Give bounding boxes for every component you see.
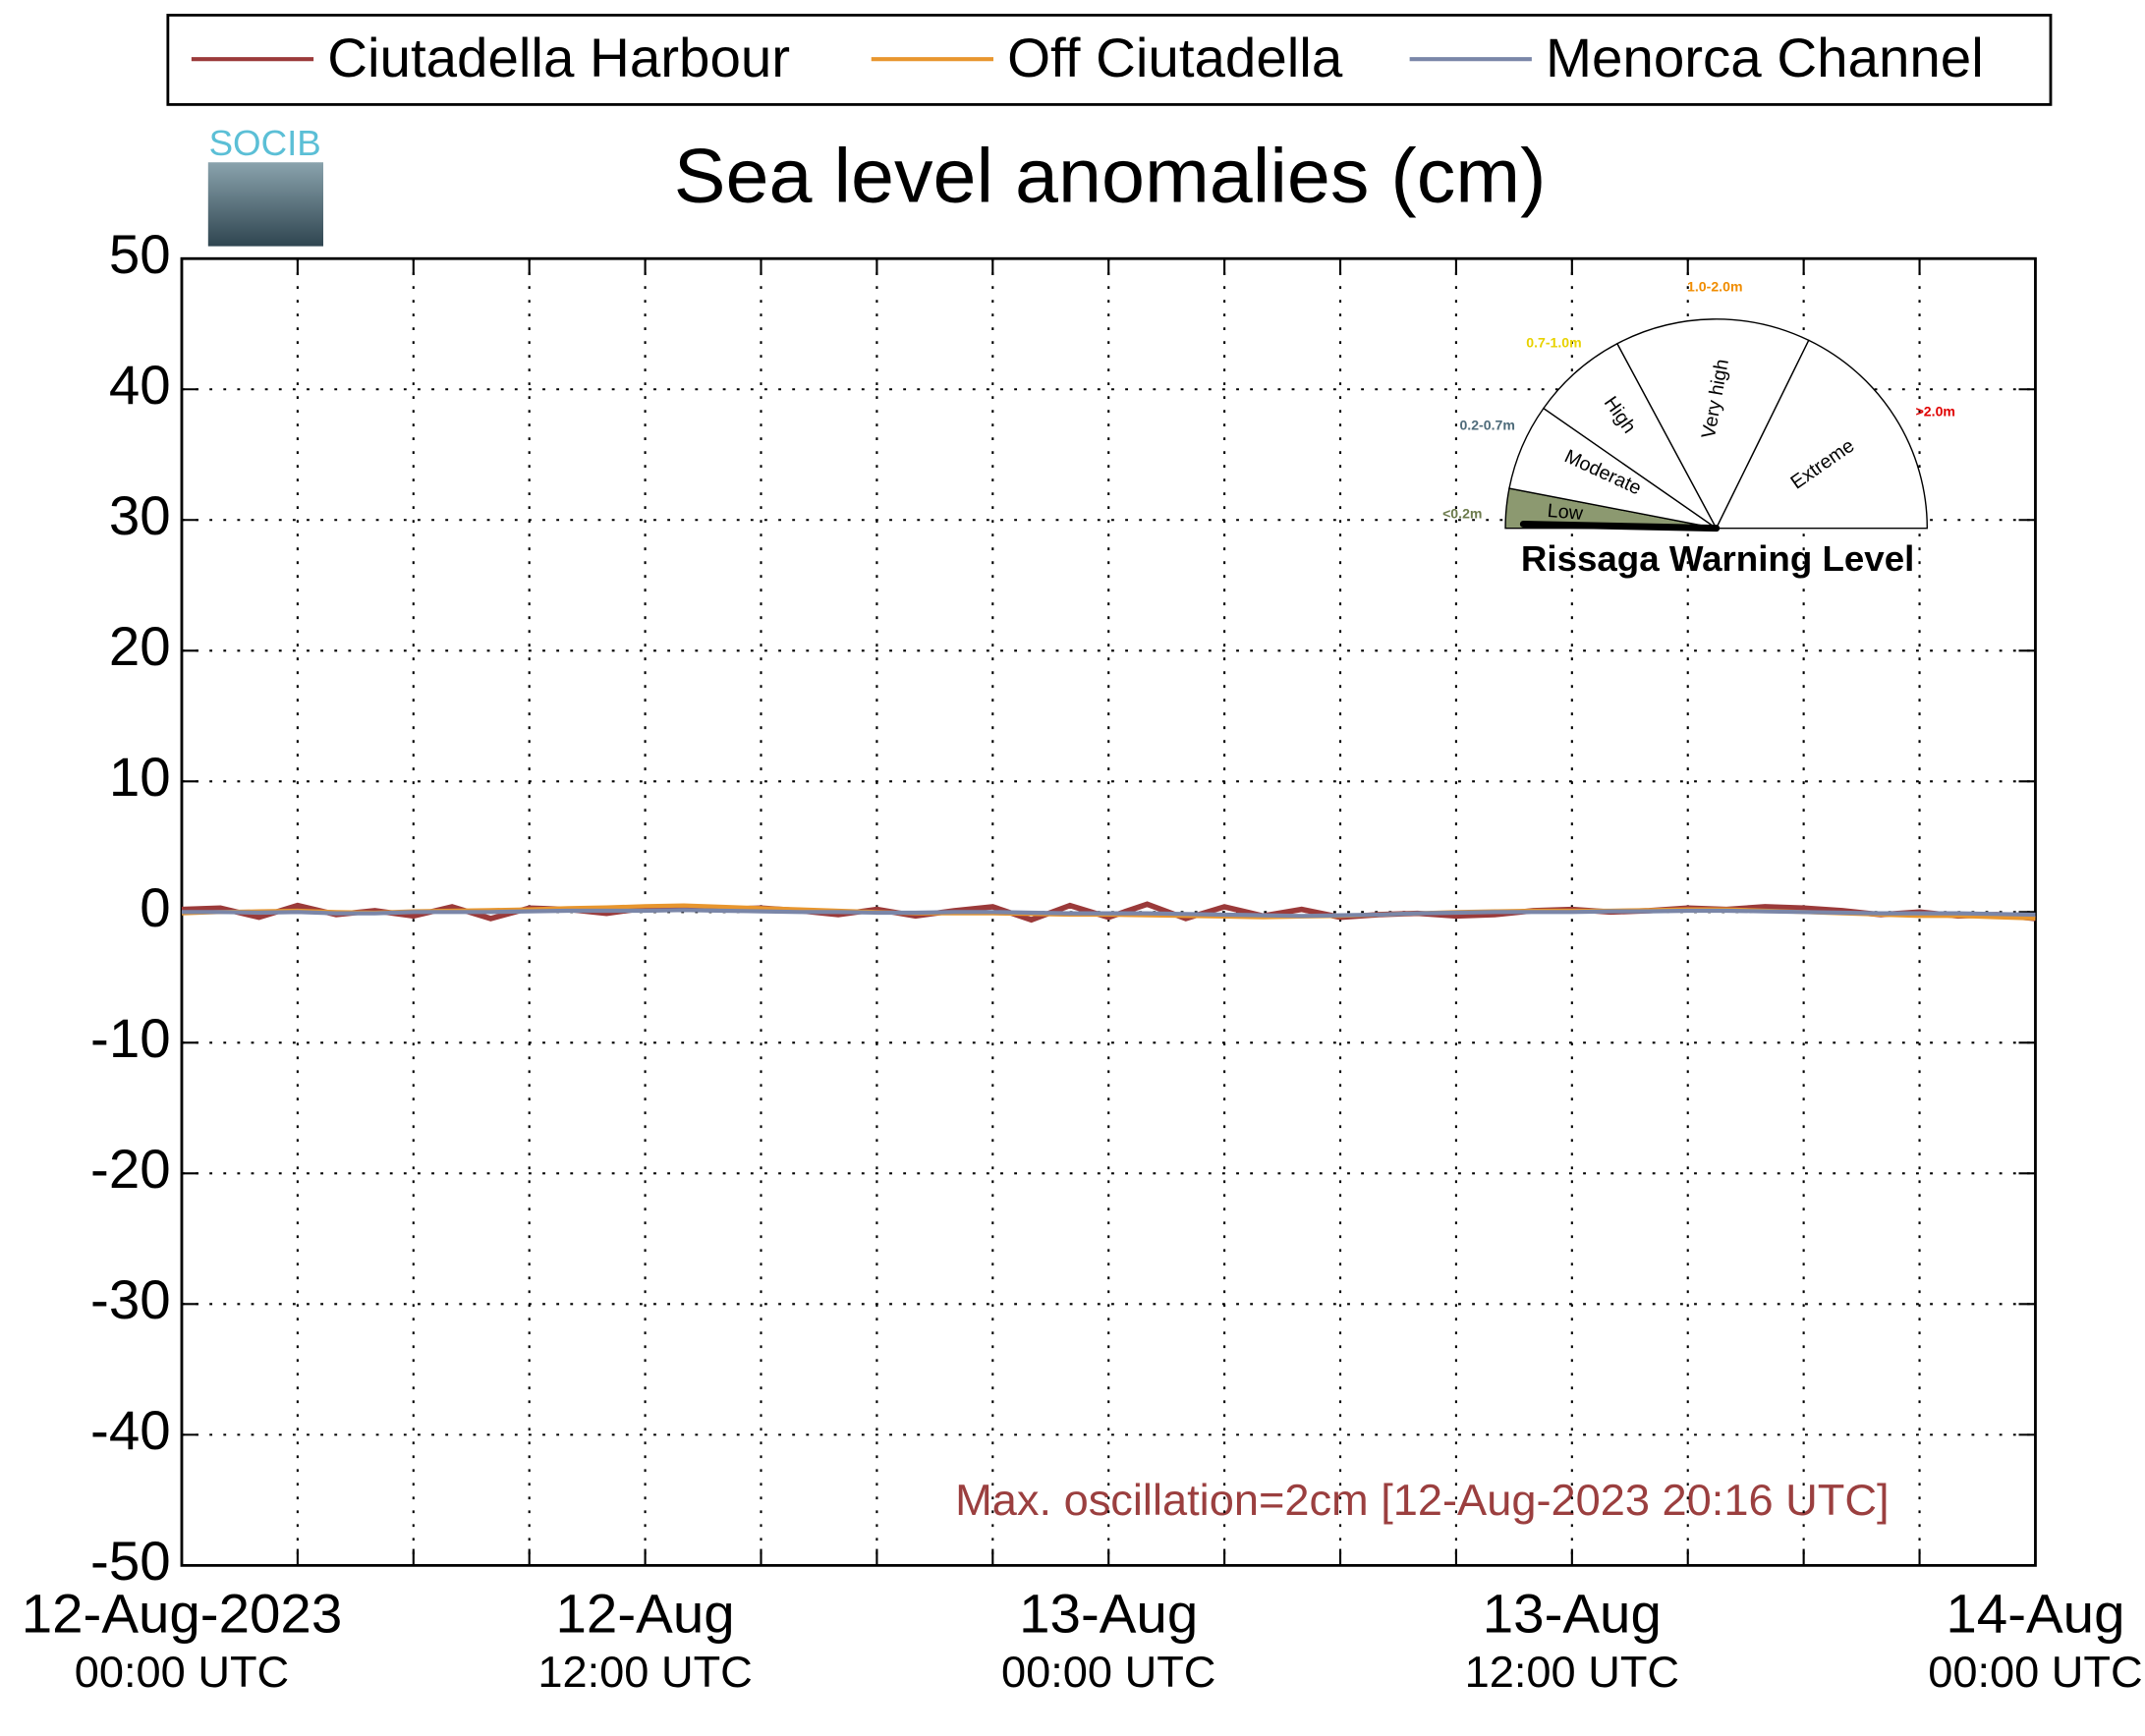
y-tick-label: -40 <box>90 1399 171 1461</box>
x-tick-label: 12-Aug <box>556 1583 735 1645</box>
gauge-range: 1.0-2.0m <box>1687 278 1742 294</box>
x-tick-label: 12:00 UTC <box>537 1647 752 1697</box>
gauge-sector <box>1715 339 1929 530</box>
chart-title: Sea level anomalies (cm) <box>674 133 1547 219</box>
gauge-needle <box>1519 520 1721 532</box>
gauge-range: <0.2m <box>1442 505 1482 521</box>
x-tick-label: 00:00 UTC <box>1001 1647 1215 1697</box>
x-tick-label: 13-Aug <box>1483 1583 1662 1645</box>
y-tick-label: 10 <box>109 746 171 808</box>
x-tick-label: 00:00 UTC <box>1928 1647 2142 1697</box>
x-tick-label: 12-Aug-2023 <box>22 1583 343 1645</box>
gauge-sector <box>1542 342 1718 530</box>
logo <box>207 162 324 247</box>
gauge-level: Low <box>1547 500 1585 525</box>
x-tick-label: 12:00 UTC <box>1465 1647 1679 1697</box>
y-tick-label: -50 <box>90 1530 171 1592</box>
y-tick-label: 0 <box>140 876 170 938</box>
series-line <box>181 908 2036 919</box>
y-tick-label: -30 <box>90 1268 171 1330</box>
legend-label: Off Ciutadella <box>1007 27 1343 88</box>
legend-box <box>166 14 2053 106</box>
x-tick-label: 14-Aug <box>1946 1583 2124 1645</box>
x-tick-label: 00:00 UTC <box>75 1647 289 1697</box>
y-tick-label: 40 <box>109 354 171 416</box>
annotation: Max. oscillation=2cm [12-Aug-2023 20:16 … <box>955 1475 1889 1525</box>
x-tick-label: 13-Aug <box>1019 1583 1198 1645</box>
legend-label: Ciutadella Harbour <box>327 27 790 88</box>
y-tick-label: -10 <box>90 1007 171 1069</box>
gauge-range: 0.7-1.0m <box>1526 335 1581 351</box>
y-tick-label: -20 <box>90 1138 171 1200</box>
gauge-range: >2.0m <box>1916 404 1955 420</box>
legend-label: Menorca Channel <box>1546 27 1984 88</box>
y-tick-label: 20 <box>109 615 171 677</box>
y-tick-label: 50 <box>109 223 171 285</box>
gauge-sector <box>1615 318 1810 531</box>
logo-text: SOCIB <box>209 123 321 163</box>
y-tick-label: 30 <box>109 484 171 546</box>
gauge-range: 0.2-0.7m <box>1459 418 1514 433</box>
gauge-title: Rissaga Warning Level <box>1521 538 1914 579</box>
